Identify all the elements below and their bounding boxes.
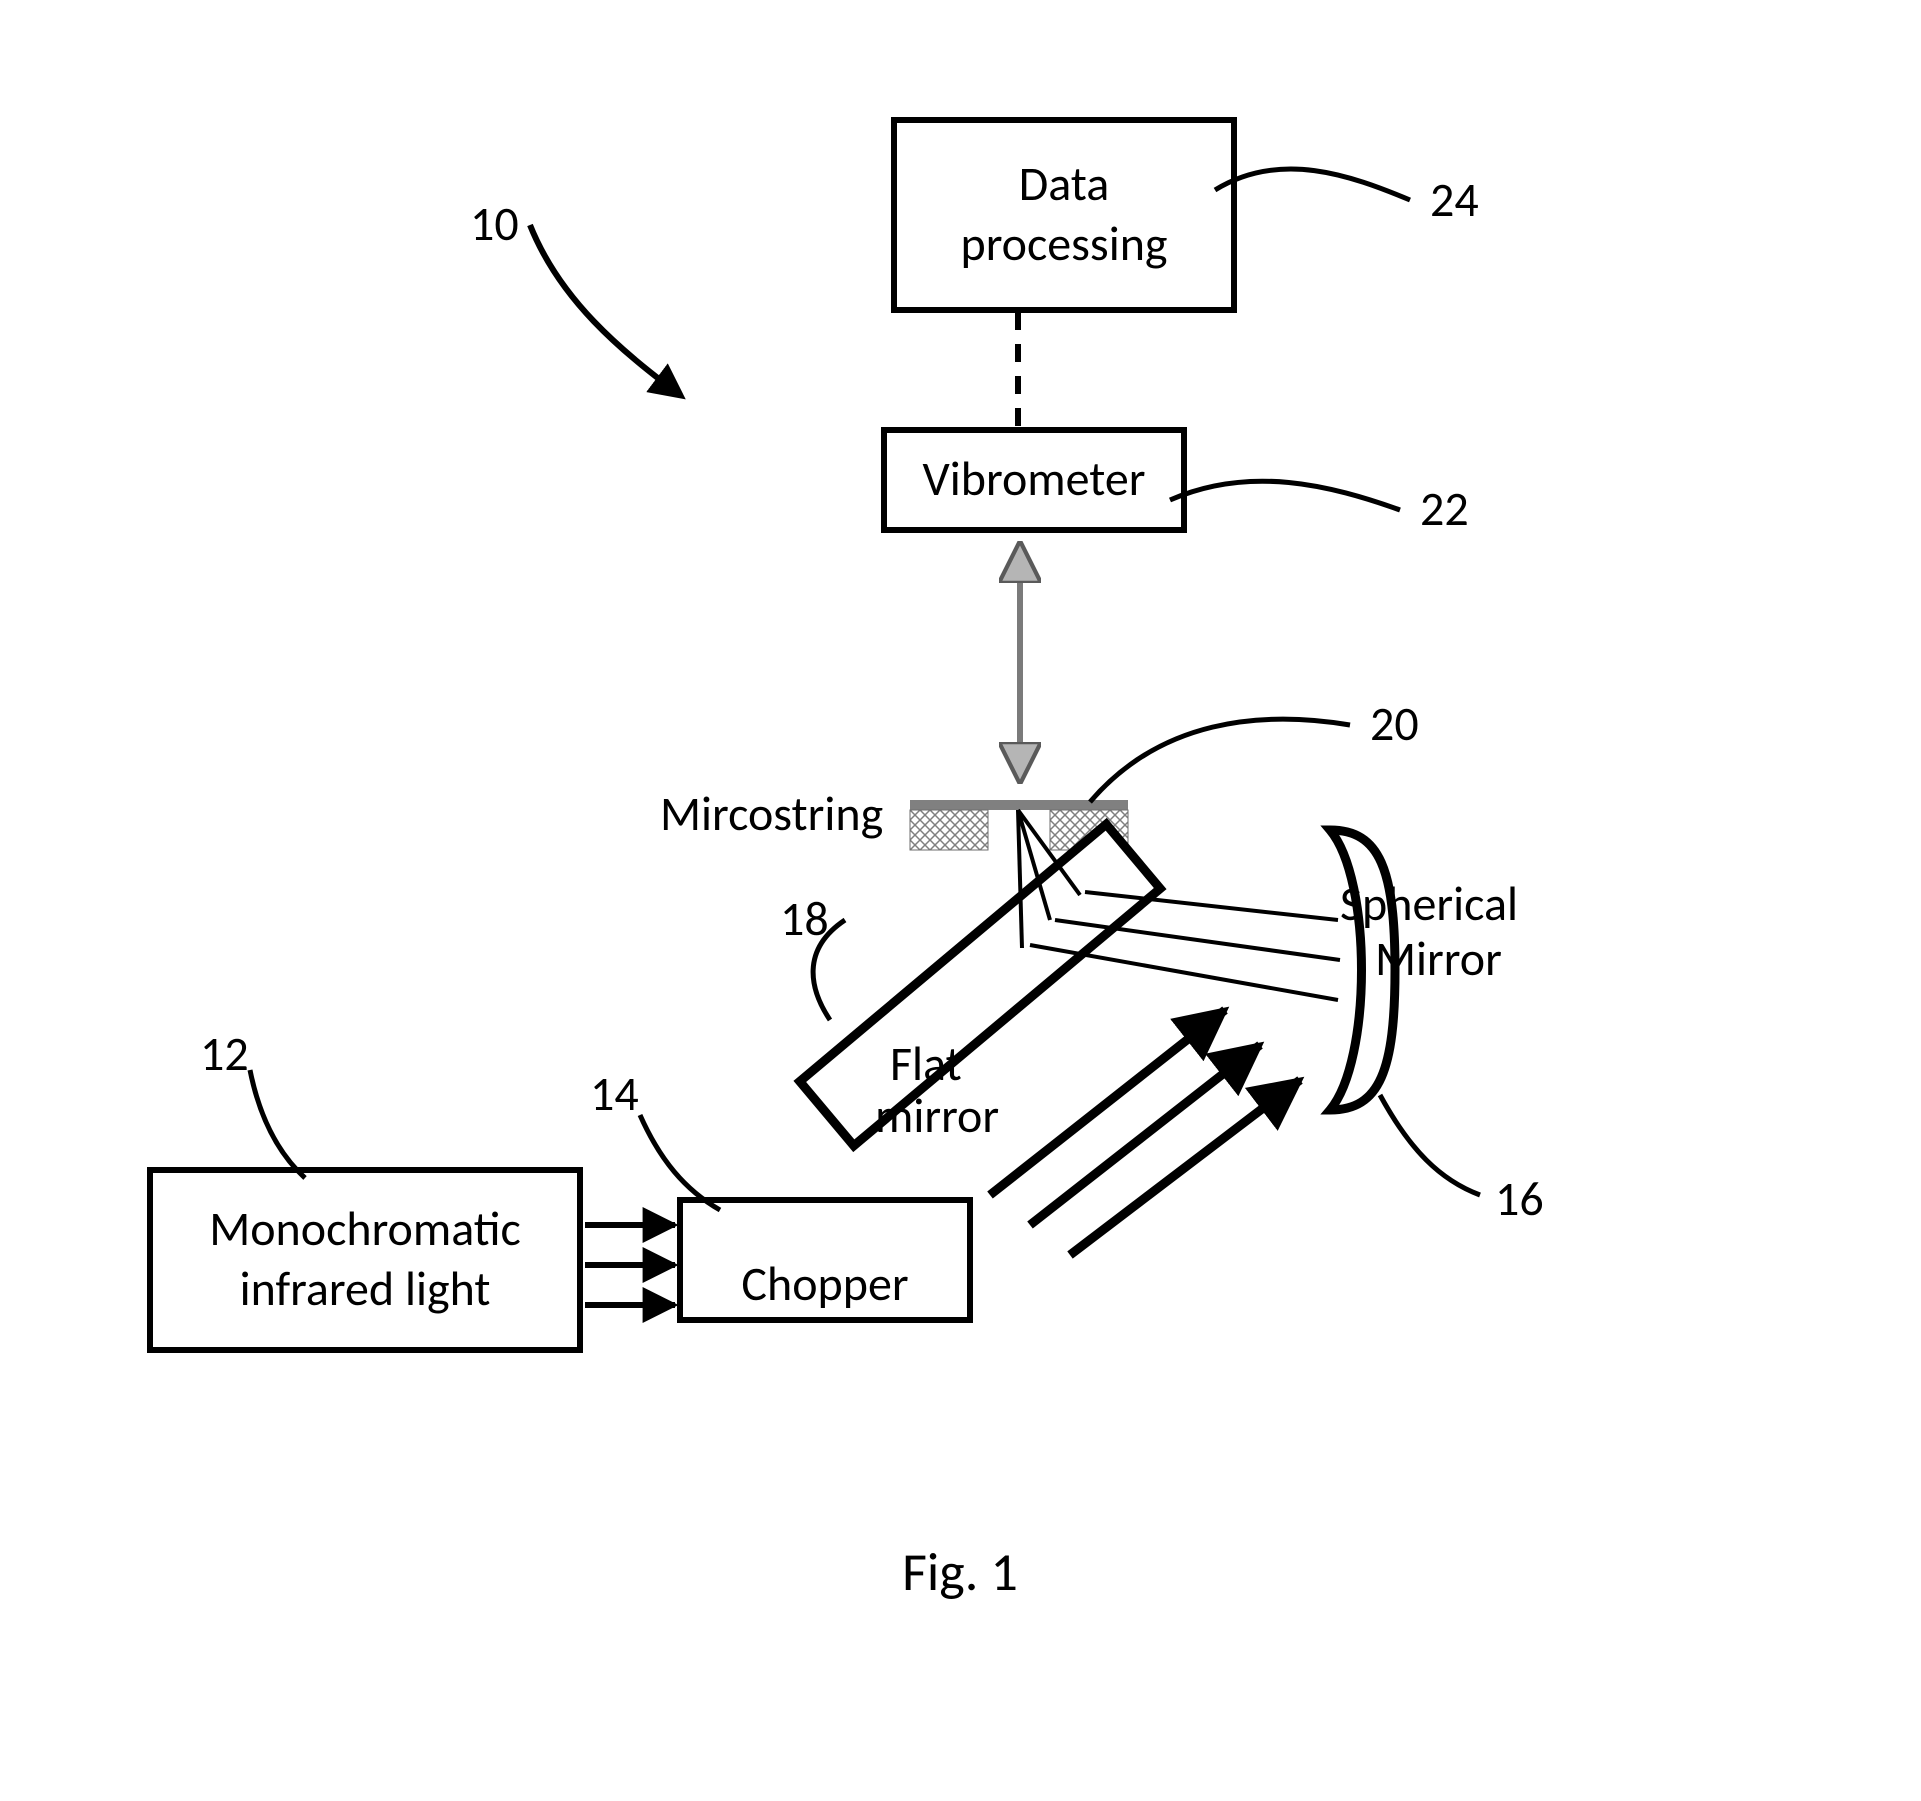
ref-12-leader	[250, 1070, 305, 1178]
ref-16-leader	[1380, 1095, 1480, 1195]
ref-22-leader	[1170, 481, 1400, 510]
beams-source-to-chopper	[585, 1225, 675, 1305]
vibrometer-node: Vibrometer	[884, 430, 1184, 530]
ref-14: 14	[590, 1064, 639, 1123]
data-processing-label-l1: Data	[1019, 154, 1110, 213]
flat-mirror-label-l1: Flat	[890, 1034, 962, 1093]
ref-14-leader	[640, 1115, 720, 1210]
ref-18: 18	[780, 889, 829, 948]
chopper-label: Chopper	[741, 1254, 908, 1313]
ref-20: 20	[1370, 694, 1419, 753]
spherical-mirror-label-l2: Mirror	[1375, 929, 1502, 988]
ref-24: 24	[1430, 170, 1479, 229]
system-pointer-arrow	[530, 225, 680, 395]
system-ref-10: 10	[470, 194, 519, 253]
light-source-label-l2: infrared light	[240, 1259, 491, 1318]
light-source-node: Monochromatic infrared light	[150, 1170, 580, 1350]
spherical-mirror-label-l1: Spherical	[1340, 874, 1518, 933]
figure-caption: Fig. 1	[902, 1539, 1018, 1605]
vibrometer-label: Vibrometer	[923, 449, 1146, 508]
chopper-node: Chopper	[680, 1200, 970, 1320]
flat-mirror-label-l2: mirror	[875, 1086, 999, 1145]
microstring-label: Mircostring	[660, 784, 883, 843]
beams-chopper-to-sph	[990, 1010, 1300, 1255]
figure-1-diagram: Data processing 24 Vibrometer 22 Mircost…	[0, 0, 1921, 1801]
ref-12: 12	[200, 1024, 249, 1083]
ref-22: 22	[1420, 479, 1469, 538]
data-processing-node: Data processing	[894, 120, 1234, 310]
ref-24-leader	[1215, 169, 1410, 200]
ref-16: 16	[1495, 1169, 1544, 1228]
light-source-label-l1: Monochromatic	[209, 1199, 521, 1258]
data-processing-label-l2: processing	[960, 214, 1167, 273]
ref-20-leader	[1090, 719, 1350, 802]
